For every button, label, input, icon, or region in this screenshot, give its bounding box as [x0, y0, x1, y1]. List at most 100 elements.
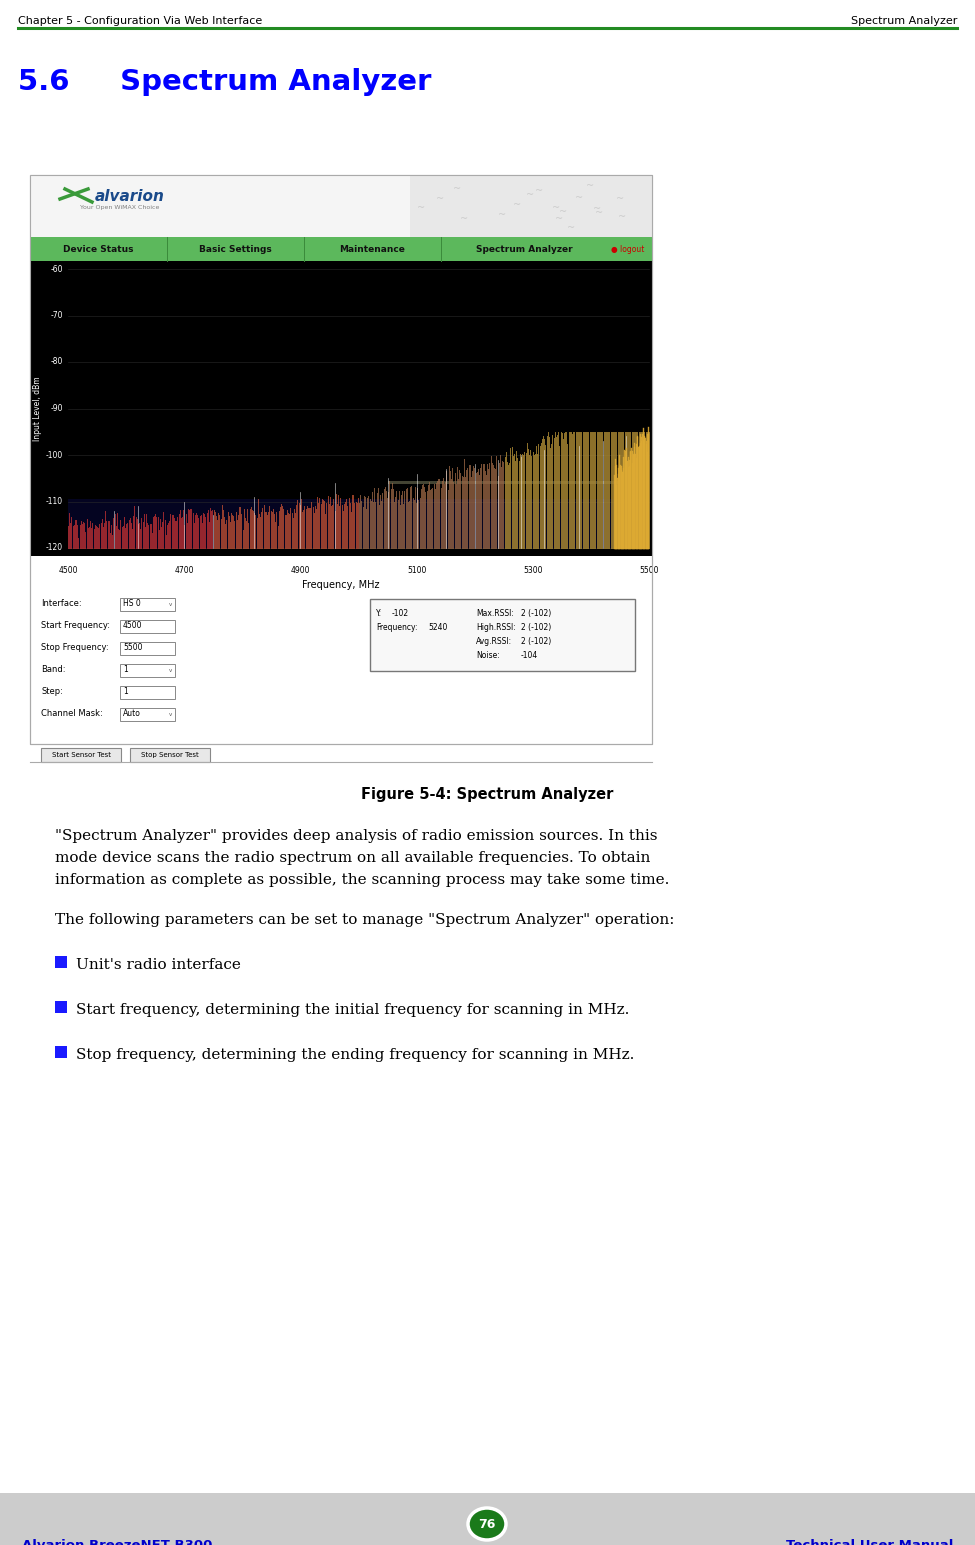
Bar: [0, 1492, 975, 1545]
Text: -80: -80: [51, 357, 63, 366]
Text: -90: -90: [51, 403, 63, 413]
Bar: [120, 708, 175, 720]
Text: Interface:: Interface:: [41, 599, 82, 609]
Ellipse shape: [468, 1508, 506, 1540]
Text: ~: ~: [453, 184, 461, 195]
Text: v: v: [169, 712, 172, 717]
Text: 4500: 4500: [123, 621, 142, 630]
Text: ~: ~: [566, 222, 575, 233]
Bar: [30, 175, 652, 745]
Text: Auto: Auto: [123, 709, 140, 718]
Text: mode device scans the radio spectrum on all available frequencies. To obtain: mode device scans the radio spectrum on …: [55, 851, 650, 865]
Text: 2 (-102): 2 (-102): [521, 637, 551, 646]
Bar: [130, 748, 210, 762]
Bar: [30, 175, 652, 236]
Text: Your Open WiMAX Choice: Your Open WiMAX Choice: [80, 205, 159, 210]
Text: Spectrum Analyzer: Spectrum Analyzer: [850, 15, 957, 26]
Bar: [30, 261, 652, 556]
Text: The following parameters can be set to manage "Spectrum Analyzer" operation:: The following parameters can be set to m…: [55, 913, 675, 927]
Text: -70: -70: [51, 311, 63, 320]
Text: v: v: [169, 667, 172, 672]
Text: alvarion: alvarion: [95, 188, 165, 204]
Text: Input Level, dBm: Input Level, dBm: [33, 375, 43, 440]
Text: ~: ~: [416, 202, 425, 213]
Text: Stop frequency, determining the ending frequency for scanning in MHz.: Stop frequency, determining the ending f…: [76, 1048, 635, 1061]
Text: 5500: 5500: [640, 565, 659, 575]
Text: 1: 1: [123, 688, 128, 697]
Text: 5240: 5240: [428, 623, 448, 632]
Text: -104: -104: [521, 650, 538, 660]
Text: ~: ~: [586, 181, 594, 192]
Text: ~: ~: [459, 215, 468, 224]
Text: ~: ~: [593, 204, 602, 213]
Text: HS 0: HS 0: [123, 599, 140, 609]
Text: Step:: Step:: [41, 688, 62, 697]
Text: -110: -110: [46, 497, 63, 507]
Text: Frequency, MHz: Frequency, MHz: [302, 579, 379, 590]
Text: Y:: Y:: [376, 609, 382, 618]
Text: ~: ~: [618, 212, 626, 222]
Text: ~: ~: [559, 207, 567, 216]
Text: High.RSSI:: High.RSSI:: [476, 623, 516, 632]
Text: v: v: [169, 601, 172, 607]
Text: Spectrum Analyzer: Spectrum Analyzer: [476, 246, 572, 255]
Bar: [120, 641, 175, 655]
Text: Technical User Manual: Technical User Manual: [786, 1539, 953, 1545]
Text: 4700: 4700: [175, 565, 194, 575]
Bar: [410, 175, 652, 236]
Text: Basic Settings: Basic Settings: [199, 246, 272, 255]
Text: ~: ~: [552, 202, 560, 213]
Text: ~: ~: [574, 193, 583, 202]
Text: 1: 1: [123, 666, 128, 675]
Text: Max.RSSI:: Max.RSSI:: [476, 609, 514, 618]
Text: ~: ~: [616, 195, 624, 204]
Text: Device Status: Device Status: [63, 246, 134, 255]
Text: 2 (-102): 2 (-102): [521, 609, 551, 618]
Bar: [120, 620, 175, 632]
Text: Stop Frequency:: Stop Frequency:: [41, 644, 108, 652]
Text: ~: ~: [535, 187, 543, 196]
Bar: [120, 686, 175, 698]
Text: 4900: 4900: [291, 565, 310, 575]
Text: 4500: 4500: [58, 565, 78, 575]
Bar: [120, 663, 175, 677]
Text: 5500: 5500: [123, 644, 142, 652]
Text: 5.6     Spectrum Analyzer: 5.6 Spectrum Analyzer: [18, 68, 431, 96]
Bar: [387, 480, 620, 484]
Bar: [55, 1001, 67, 1014]
Text: -100: -100: [46, 451, 63, 459]
Bar: [120, 598, 175, 610]
Text: 2 (-102): 2 (-102): [521, 623, 551, 632]
Text: -60: -60: [51, 264, 63, 273]
Text: Start Frequency:: Start Frequency:: [41, 621, 110, 630]
Text: Start frequency, determining the initial frequency for scanning in MHz.: Start frequency, determining the initial…: [76, 1003, 630, 1017]
Bar: [68, 499, 649, 548]
Text: ~: ~: [498, 210, 506, 221]
Text: 5300: 5300: [523, 565, 542, 575]
Text: 5100: 5100: [407, 565, 426, 575]
Text: Unit's radio interface: Unit's radio interface: [76, 958, 241, 972]
Text: -102: -102: [392, 609, 410, 618]
Text: ~: ~: [595, 207, 603, 218]
Text: Alvarion BreezeNET B300: Alvarion BreezeNET B300: [22, 1539, 213, 1545]
Text: Chapter 5 - Configuration Via Web Interface: Chapter 5 - Configuration Via Web Interf…: [18, 15, 262, 26]
Text: Avg.RSSI:: Avg.RSSI:: [476, 637, 512, 646]
Bar: [55, 1046, 67, 1058]
Text: information as complete as possible, the scanning process may take some time.: information as complete as possible, the…: [55, 873, 670, 887]
Text: ~: ~: [526, 190, 533, 201]
Bar: [30, 175, 652, 745]
Text: Start Sensor Test: Start Sensor Test: [52, 752, 110, 759]
Bar: [41, 748, 121, 762]
Text: Figure 5-4: Spectrum Analyzer: Figure 5-4: Spectrum Analyzer: [361, 786, 613, 802]
Text: ~: ~: [513, 199, 522, 210]
Text: Frequency:: Frequency:: [376, 623, 417, 632]
Bar: [55, 956, 67, 969]
Text: Stop Sensor Test: Stop Sensor Test: [141, 752, 199, 759]
Bar: [370, 599, 635, 671]
Text: ● logout: ● logout: [610, 246, 644, 255]
Text: Channel Mask:: Channel Mask:: [41, 709, 102, 718]
Text: Noise:: Noise:: [476, 650, 500, 660]
Text: Band:: Band:: [41, 666, 65, 675]
Text: -120: -120: [46, 544, 63, 553]
Text: Maintenance: Maintenance: [339, 246, 405, 255]
